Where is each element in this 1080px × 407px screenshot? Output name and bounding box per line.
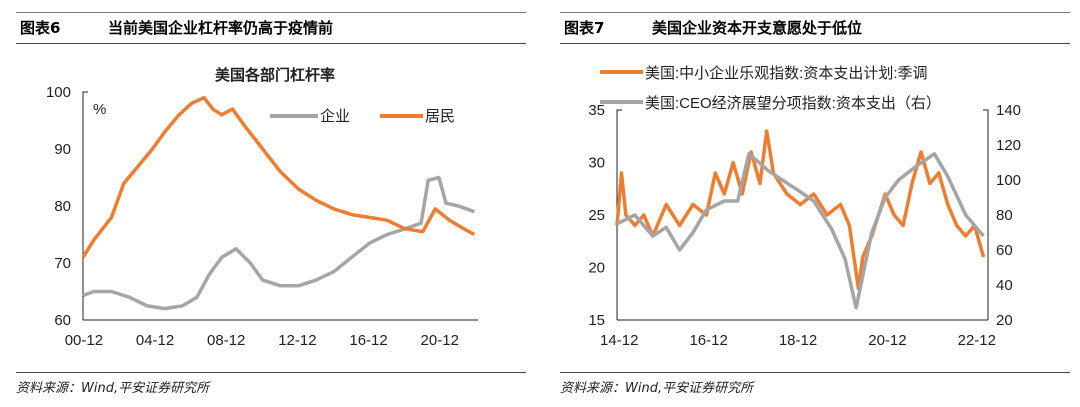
series-line-0 — [82, 175, 475, 311]
y-axis — [82, 91, 88, 320]
unit-label: % — [93, 101, 106, 118]
legend-label: 企业 — [320, 107, 350, 125]
source-note: 资料来源：Wind,平安证券研究所 — [560, 372, 1070, 396]
figure-header: 图表7 美国企业资本开支意愿处于低位 — [560, 12, 1070, 44]
y2-tick-label: 40 — [996, 277, 1013, 294]
series-line-0 — [615, 129, 986, 291]
y2-tick-label: 80 — [996, 207, 1013, 224]
series-line-1 — [616, 152, 985, 310]
x-tick-label: 14-12 — [600, 332, 638, 349]
y-tick-label: 60 — [54, 312, 71, 329]
y-tick-label: 70 — [54, 255, 71, 272]
y2-tick-label: 120 — [996, 137, 1021, 154]
figure-title: 当前美国企业杠杆率仍高于疫情前 — [108, 19, 334, 37]
y-tick-label: 80 — [54, 198, 71, 215]
panel-fig6: 图表6 当前美国企业杠杆率仍高于疫情前 资料来源：Wind,平安证券研究所 — [16, 0, 526, 407]
x-tick-label: 00-12 — [65, 332, 103, 349]
figure-title: 美国企业资本开支意愿处于低位 — [652, 19, 863, 37]
x-tick-label: 20-12 — [421, 332, 459, 349]
series-line-1 — [81, 95, 476, 259]
y2-tick-label: 20 — [996, 312, 1013, 329]
y-tick-label: 100 — [46, 84, 71, 101]
legend-label: 美国:CEO经济展望分项指数:资本支出（右） — [645, 95, 941, 112]
source-note: 资料来源：Wind,平安证券研究所 — [16, 372, 526, 396]
x-tick-label: 04-12 — [136, 332, 174, 349]
y-tick-label: 20 — [588, 260, 605, 277]
chart-title: 美国各部门杠杆率 — [215, 66, 335, 84]
legend-label: 美国:中小企业乐观指数:资本支出计划:季调 — [645, 64, 928, 82]
y-tick-label: 35 — [588, 102, 605, 119]
x-tick-label: 20-12 — [868, 332, 906, 349]
x-tick-label: 18-12 — [779, 332, 817, 349]
y-tick-label: 30 — [588, 155, 605, 172]
y-tick-label: 90 — [54, 141, 71, 158]
y-tick-label: 15 — [588, 312, 605, 329]
figure-header: 图表6 当前美国企业杠杆率仍高于疫情前 — [16, 12, 526, 44]
x-tick-label: 12-12 — [278, 332, 316, 349]
y-tick-label: 25 — [588, 207, 605, 224]
x-tick-label: 08-12 — [207, 332, 245, 349]
x-tick-label: 16-12 — [349, 332, 387, 349]
y2-tick-label: 60 — [996, 242, 1013, 259]
x-tick-label: 22-12 — [958, 332, 996, 349]
panel-fig7: 图表7 美国企业资本开支意愿处于低位 资料来源：Wind,平安证券研究所 — [560, 0, 1070, 407]
legend-label: 居民 — [425, 108, 455, 125]
y2-axis — [983, 109, 989, 320]
y2-tick-label: 100 — [996, 172, 1021, 189]
y-axis — [616, 109, 622, 320]
x-tick-label: 16-12 — [689, 332, 727, 349]
y2-tick-label: 140 — [996, 102, 1021, 119]
